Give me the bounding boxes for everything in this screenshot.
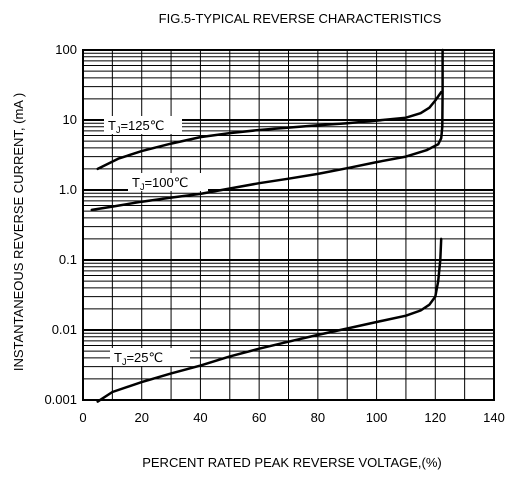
x-tick-label: 40 bbox=[193, 410, 207, 425]
y-tick-label: 10 bbox=[63, 112, 77, 127]
label-tj-125c-bg bbox=[104, 116, 182, 134]
tick-layer: 0 20 40 60 80 100 120 140 0.001 0.01 0.1 1.0 10 100 bbox=[44, 42, 504, 425]
y-tick-label: 1.0 bbox=[59, 182, 77, 197]
x-tick-label: 0 bbox=[79, 410, 86, 425]
x-tick-label: 60 bbox=[252, 410, 266, 425]
x-tick-label: 100 bbox=[366, 410, 388, 425]
y-tick-label: 100 bbox=[55, 42, 77, 57]
label-tj-125c: TJ=125℃ bbox=[108, 118, 164, 135]
label-tj-100c: TJ=100℃ bbox=[132, 175, 188, 192]
grid-layer bbox=[82, 49, 495, 401]
x-tick-label: 120 bbox=[424, 410, 446, 425]
label-layer: TJ=125℃ TJ=100℃ TJ=25℃ bbox=[104, 116, 208, 367]
curve-tj-125c bbox=[96, 90, 443, 171]
x-tick-label: 140 bbox=[483, 410, 505, 425]
y-tick-label: 0.01 bbox=[52, 322, 77, 337]
y-tick-label: 0.1 bbox=[59, 252, 77, 267]
y-tick-label: 0.001 bbox=[44, 392, 77, 407]
x-axis-label: PERCENT RATED PEAK REVERSE VOLTAGE,(%) bbox=[142, 455, 442, 470]
curve-tj-25c bbox=[96, 237, 443, 403]
label-tj-25c: TJ=25℃ bbox=[114, 350, 163, 367]
chart-title: FIG.5-TYPICAL REVERSE CHARACTERISTICS bbox=[159, 11, 442, 26]
label-tj-25c-bg bbox=[110, 348, 190, 366]
x-tick-label: 80 bbox=[311, 410, 325, 425]
plot-frame bbox=[82, 49, 495, 401]
label-tj-100c-bg bbox=[128, 173, 208, 191]
curve-tj-100c bbox=[90, 48, 444, 212]
y-axis-label: INSTANTANEOUS REVERSE CURRENT, (mA ) bbox=[11, 93, 26, 371]
x-tick-label: 20 bbox=[134, 410, 148, 425]
curve-layer bbox=[90, 48, 444, 403]
